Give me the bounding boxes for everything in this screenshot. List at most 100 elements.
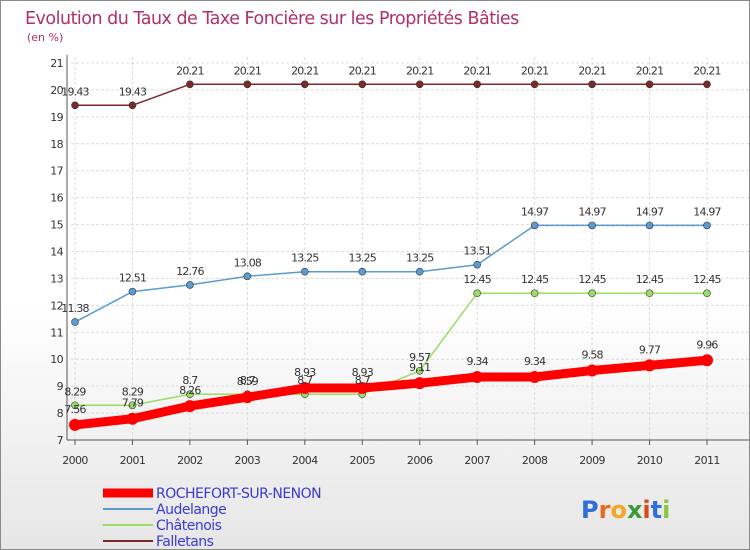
x-tick-label: 2007: [464, 454, 490, 467]
y-tick-label: 11: [50, 326, 63, 339]
series-point: [530, 221, 539, 230]
y-tick-label: 21: [50, 57, 63, 70]
x-tick-label: 2001: [120, 454, 146, 467]
data-label: 9.34: [467, 355, 489, 368]
series-point: [588, 289, 596, 298]
series-point: [473, 289, 481, 298]
series-point: [71, 318, 79, 326]
x-tick-label: 2000: [62, 454, 88, 467]
logo-letter: o: [610, 496, 627, 524]
series-point: [415, 267, 424, 276]
data-label: 9.96: [696, 338, 718, 351]
y-tick-label: 17: [50, 165, 63, 178]
series-point: [301, 80, 309, 89]
series-point: [415, 80, 424, 89]
series-point: [186, 281, 194, 289]
data-labels: 19.43 19.43 20.21 20.21 20.21 20.21 20.21 20.21…: [61, 64, 722, 416]
series-point: [530, 289, 539, 298]
data-label: 20.21: [636, 64, 664, 77]
series-point: [243, 272, 252, 281]
data-label: 9.11: [409, 361, 430, 374]
series-point: [413, 377, 426, 390]
series-point: [528, 370, 541, 383]
y-tick-label: 10: [50, 353, 63, 366]
series-point: [703, 289, 711, 298]
data-label: 20.21: [176, 64, 204, 77]
x-tick-label: 2010: [637, 454, 663, 467]
series-point: [701, 354, 713, 367]
legend-label: Audelange: [156, 502, 226, 518]
data-label: 8.26: [179, 384, 201, 397]
y-tick-label: 7: [57, 434, 64, 447]
x-tick-label: 2011: [694, 454, 720, 467]
data-label: 20.21: [578, 64, 606, 77]
data-label: 8.7: [355, 374, 371, 387]
data-label: 8.29: [122, 385, 144, 398]
data-label: 14.97: [636, 205, 664, 218]
x-tick-label: 2002: [177, 454, 203, 467]
data-label: 20.21: [234, 64, 262, 77]
series-point: [71, 401, 79, 410]
data-label: 8.29: [64, 385, 86, 398]
data-label: 13.25: [406, 252, 434, 265]
logo-letter: t: [651, 496, 662, 524]
data-label: 8.7: [182, 374, 198, 387]
y-tick-label: 14: [50, 246, 63, 259]
logo-letter: P: [581, 496, 599, 524]
series-point: [243, 80, 252, 89]
x-tick-label: 2008: [522, 454, 548, 467]
series-point: [241, 391, 254, 404]
chart-subtitle: (en %): [27, 31, 63, 44]
series-line: [70, 355, 712, 430]
x-tick-label: 2003: [235, 454, 261, 467]
data-label: 12.76: [176, 265, 204, 278]
y-tick-label: 9: [57, 380, 64, 393]
axes: 7 8 9 10 11 12 13 14 15 16 17 18 19 20 21 2000 2001 2002 2…: [50, 55, 749, 467]
data-label: 12.45: [463, 273, 491, 286]
data-label: 13.25: [349, 252, 377, 265]
series-point: [71, 101, 79, 110]
legend-label: Châtenois: [156, 518, 222, 534]
series-point: [530, 80, 539, 89]
y-tick-label: 18: [50, 138, 63, 151]
series-point: [645, 289, 654, 298]
data-label: 13.51: [463, 245, 491, 258]
data-label: 19.43: [61, 85, 89, 98]
series-point: [645, 221, 654, 230]
legend: ROCHEFORT-SUR-NENONAudelangeChâtenoisFal…: [103, 486, 322, 549]
legend-label: ROCHEFORT-SUR-NENON: [156, 486, 321, 502]
data-label: 14.97: [521, 205, 549, 218]
data-label: 9.57: [409, 351, 431, 364]
series-point: [128, 401, 137, 410]
proxiti-logo: Proxiti: [581, 496, 670, 524]
y-tick-label: 16: [50, 192, 63, 205]
logo-letter: i: [642, 496, 650, 524]
data-label: 12.45: [636, 273, 664, 286]
data-label: 12.45: [693, 273, 721, 286]
series-line: [74, 224, 708, 323]
series-point: [301, 267, 309, 276]
chart-title: Evolution du Taux de Taxe Foncière sur l…: [25, 9, 519, 29]
data-label: 8.59: [237, 375, 259, 388]
data-label: 8.93: [352, 366, 374, 379]
y-tick-label: 19: [50, 111, 63, 124]
series-point: [473, 80, 481, 89]
series-point: [126, 412, 139, 425]
y-tick-label: 12: [50, 299, 63, 312]
series-layer: [69, 80, 713, 431]
series-point: [473, 260, 481, 269]
y-tick-label: 8: [57, 407, 64, 420]
logo-letter: r: [599, 496, 611, 524]
data-label: 12.51: [119, 272, 147, 285]
series-point: [186, 390, 194, 399]
data-label: 19.43: [119, 85, 147, 98]
data-label: 20.21: [406, 64, 434, 77]
data-label: 9.77: [639, 343, 661, 356]
series-point: [645, 80, 654, 89]
series-point: [588, 221, 596, 230]
series-point: [183, 400, 196, 413]
data-label: 13.25: [291, 252, 319, 265]
data-label: 20.21: [463, 64, 491, 77]
